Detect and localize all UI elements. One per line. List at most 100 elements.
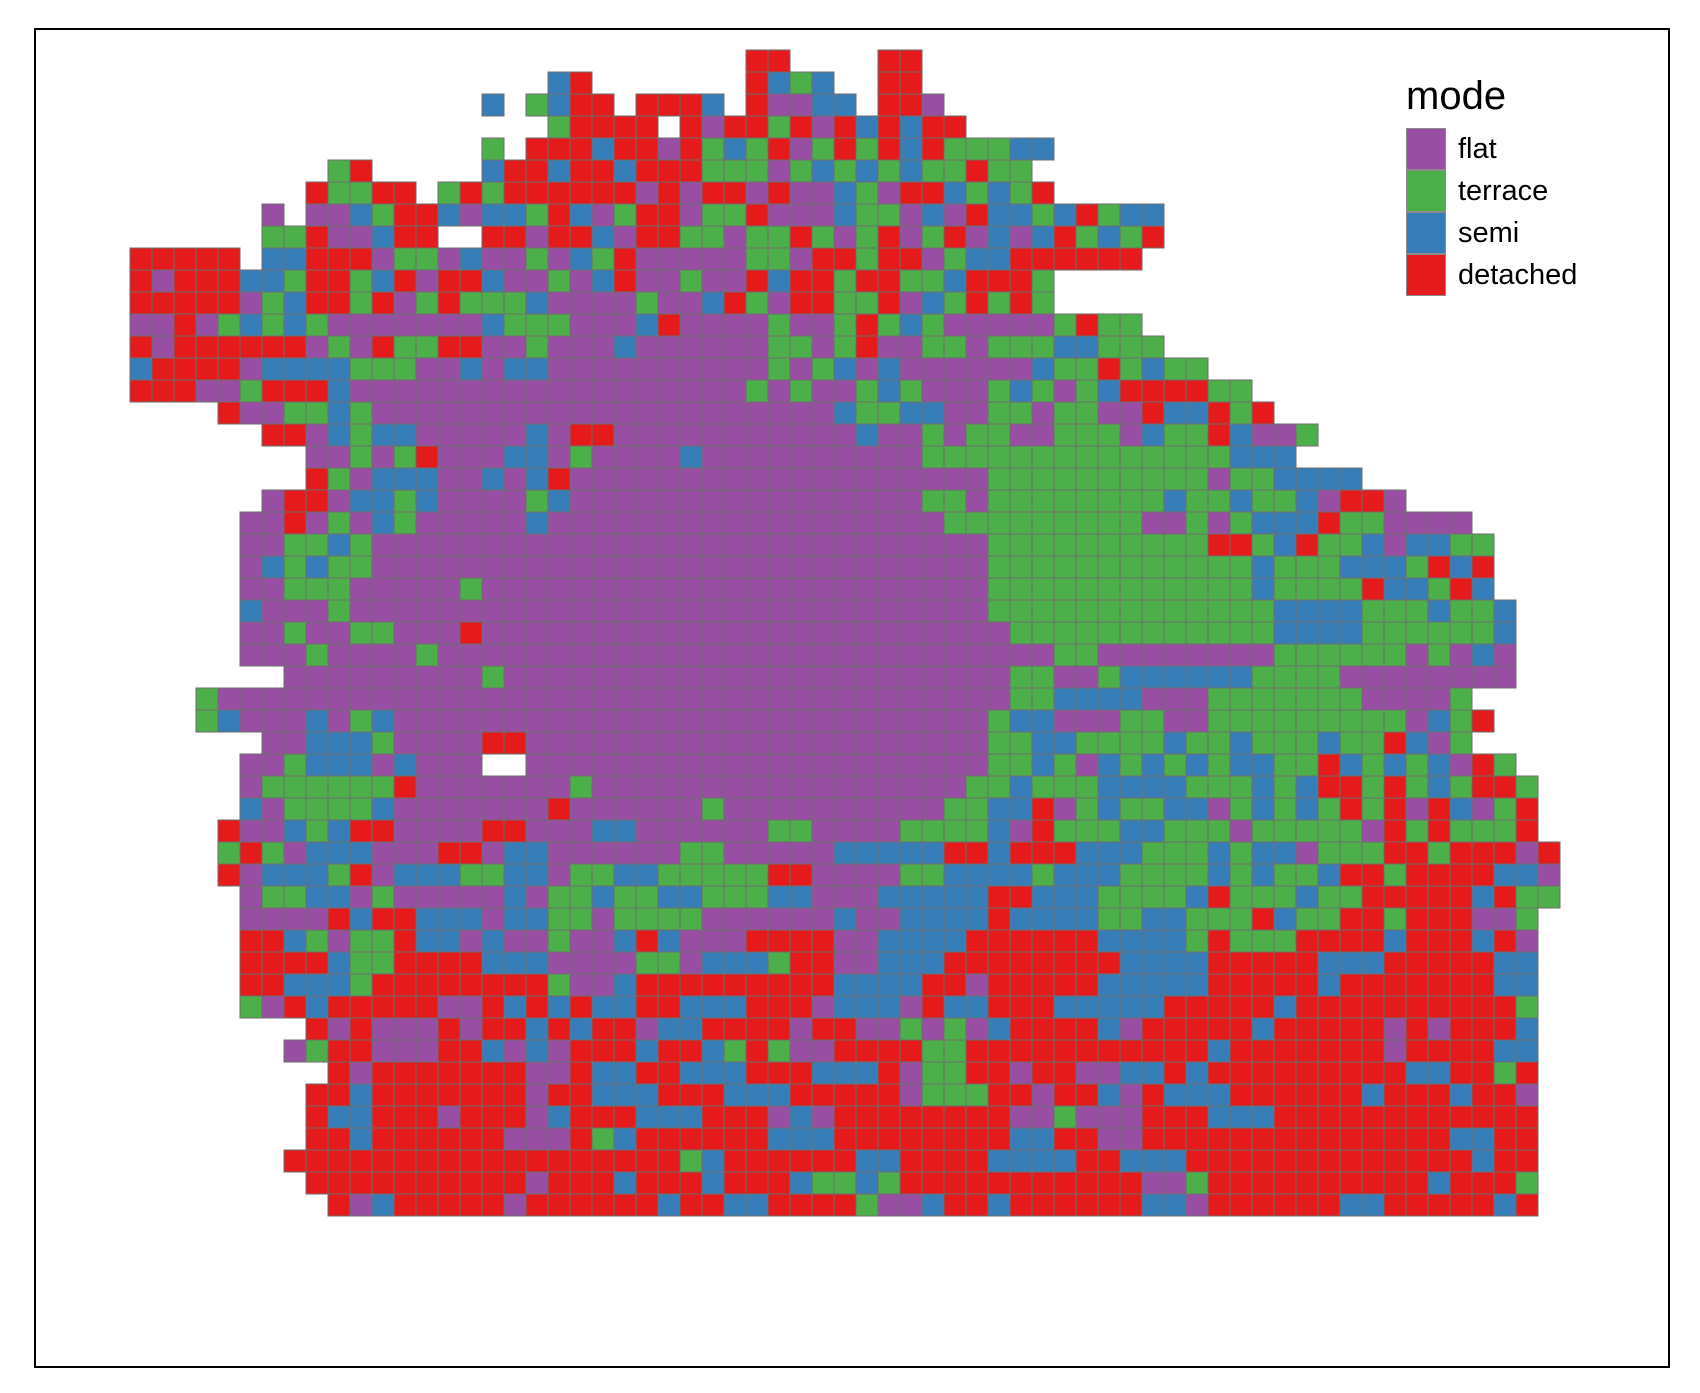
map-cell-flat xyxy=(679,775,703,799)
map-cell-semi xyxy=(1295,467,1319,491)
map-cell-flat xyxy=(833,511,857,535)
map-cell-flat xyxy=(437,731,461,755)
map-cell-detached xyxy=(635,1193,659,1217)
map-cell-semi xyxy=(899,885,923,909)
map-cell-terrace xyxy=(349,533,373,557)
map-cell-flat xyxy=(877,643,901,667)
map-cell-detached xyxy=(1119,1039,1143,1063)
map-cell-detached xyxy=(1053,841,1077,865)
map-cell-flat xyxy=(811,445,835,469)
map-cell-terrace xyxy=(1031,269,1055,293)
map-cell-terrace xyxy=(349,401,373,425)
map-cell-flat xyxy=(591,929,615,953)
map-cell-detached xyxy=(1317,1127,1341,1151)
map-cell-detached xyxy=(481,1193,505,1217)
map-cell-flat xyxy=(459,599,483,623)
map-cell-terrace xyxy=(1229,775,1253,799)
map-cell-semi xyxy=(1229,665,1253,689)
map-cell-terrace xyxy=(1097,907,1121,931)
map-cell-detached xyxy=(1471,973,1495,997)
map-cell-flat xyxy=(877,335,901,359)
map-cell-detached xyxy=(547,203,571,227)
map-cell-terrace xyxy=(899,863,923,887)
map-cell-flat xyxy=(591,687,615,711)
map-cell-detached xyxy=(921,1171,945,1195)
map-cell-flat xyxy=(767,467,791,491)
map-cell-semi xyxy=(1185,973,1209,997)
map-cell-flat xyxy=(767,841,791,865)
map-cell-semi xyxy=(1273,995,1297,1019)
map-cell-semi xyxy=(943,863,967,887)
map-cell-flat xyxy=(899,335,923,359)
map-cell-semi xyxy=(1471,643,1495,667)
map-cell-terrace xyxy=(261,291,285,315)
map-cell-semi xyxy=(1207,1083,1231,1107)
map-cell-detached xyxy=(481,1127,505,1151)
map-cell-detached xyxy=(1339,995,1363,1019)
map-cell-flat xyxy=(811,203,835,227)
map-cell-terrace xyxy=(1405,599,1429,623)
map-cell-terrace xyxy=(921,1039,945,1063)
map-cell-terrace xyxy=(305,797,329,821)
map-cell-detached xyxy=(569,93,593,117)
map-cell-semi xyxy=(1053,1149,1077,1173)
map-cell-terrace xyxy=(1075,511,1099,535)
map-cell-semi xyxy=(1383,753,1407,777)
map-cell-flat xyxy=(833,885,857,909)
map-cell-flat xyxy=(459,1017,483,1041)
map-cell-detached xyxy=(833,1083,857,1107)
map-cell-terrace xyxy=(1339,709,1363,733)
map-cell-flat xyxy=(151,269,175,293)
map-cell-terrace xyxy=(1119,313,1143,337)
map-cell-terrace xyxy=(789,819,813,843)
map-cell-detached xyxy=(591,1171,615,1195)
map-cell-detached xyxy=(987,907,1011,931)
map-cell-flat xyxy=(899,423,923,447)
map-cell-flat xyxy=(899,489,923,513)
map-cell-semi xyxy=(327,401,351,425)
map-cell-detached xyxy=(1471,1017,1495,1041)
map-cell-flat xyxy=(723,247,747,271)
map-cell-flat xyxy=(877,687,901,711)
map-cell-terrace xyxy=(1361,621,1385,645)
map-cell-flat xyxy=(767,1105,791,1129)
map-cell-semi xyxy=(745,1193,769,1217)
map-cell-semi xyxy=(1119,929,1143,953)
map-cell-terrace xyxy=(1119,599,1143,623)
map-cell-terrace xyxy=(1361,709,1385,733)
map-cell-detached xyxy=(503,731,527,755)
map-cell-flat xyxy=(437,423,461,447)
map-cell-flat xyxy=(569,819,593,843)
map-cell-terrace xyxy=(1295,731,1319,755)
map-cell-detached xyxy=(1053,951,1077,975)
map-cell-semi xyxy=(1141,951,1165,975)
map-cell-flat xyxy=(437,643,461,667)
map-cell-detached xyxy=(525,181,549,205)
map-cell-detached xyxy=(283,379,307,403)
map-cell-detached xyxy=(899,1127,923,1151)
map-cell-flat xyxy=(569,753,593,777)
map-cell-flat xyxy=(503,665,527,689)
map-cell-detached xyxy=(1295,1127,1319,1151)
map-cell-detached xyxy=(393,225,417,249)
map-cell-semi xyxy=(1229,753,1253,777)
map-cell-terrace xyxy=(1185,511,1209,535)
map-cell-flat xyxy=(195,313,219,337)
legend-item-detached: detached xyxy=(1406,254,1577,296)
map-cell-semi xyxy=(1097,973,1121,997)
map-cell-flat xyxy=(855,665,879,689)
map-cell-detached xyxy=(701,1105,725,1129)
map-cell-semi xyxy=(591,269,615,293)
map-cell-detached xyxy=(1075,1171,1099,1195)
map-cell-detached xyxy=(305,1105,329,1129)
map-cell-terrace xyxy=(745,159,769,183)
map-cell-semi xyxy=(1031,907,1055,931)
map-cell-detached xyxy=(1009,1193,1033,1217)
map-cell-terrace xyxy=(877,401,901,425)
map-cell-flat xyxy=(701,907,725,931)
map-cell-flat xyxy=(921,467,945,491)
map-cell-flat xyxy=(965,357,989,381)
map-cell-flat xyxy=(833,753,857,777)
map-cell-flat xyxy=(437,313,461,337)
map-cell-terrace xyxy=(745,225,769,249)
